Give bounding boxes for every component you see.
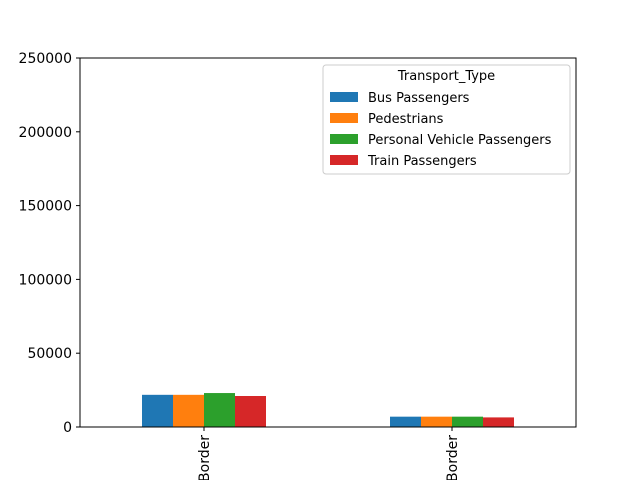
y-tick-label: 250000 <box>19 51 72 67</box>
legend-label: Personal Vehicle Passengers <box>368 133 552 148</box>
legend-swatch <box>330 134 358 144</box>
axes-group: 0 50000 100000 150000 200000 250000 Border Bord… <box>19 51 577 480</box>
legend-swatch <box>330 92 358 102</box>
bars-group <box>142 393 514 427</box>
bar-train-passengers-1 <box>483 417 514 427</box>
bar-personal-vehicle-passengers-1 <box>452 416 483 427</box>
legend-label: Pedestrians <box>368 112 444 127</box>
y-tick-label: 0 <box>63 420 72 436</box>
x-tick-label: Border <box>197 435 213 480</box>
legend-title: Transport_Type <box>397 69 495 84</box>
legend-label: Bus Passengers <box>368 91 470 106</box>
bar-pedestrians-1 <box>421 416 452 427</box>
legend-box <box>322 64 571 175</box>
bar-pedestrians-0 <box>173 394 204 427</box>
x-tick-label: Border <box>445 435 461 480</box>
y-tick-label: 200000 <box>19 125 72 141</box>
y-tick-label: 150000 <box>19 199 72 215</box>
legend-label: Train Passengers <box>367 154 477 169</box>
bar-bus-passengers-1 <box>390 416 421 427</box>
y-tick-label: 100000 <box>19 272 72 288</box>
legend: Transport_Type Bus Passengers Pedestrians P… <box>322 64 571 175</box>
bar-bus-passengers-0 <box>142 394 173 427</box>
plot-frame <box>79 57 577 428</box>
y-tick-label: 50000 <box>27 346 72 362</box>
legend-swatch <box>330 113 358 123</box>
bar-train-passengers-0 <box>235 396 266 427</box>
bar-personal-vehicle-passengers-0 <box>204 393 235 427</box>
legend-swatch <box>330 155 358 165</box>
